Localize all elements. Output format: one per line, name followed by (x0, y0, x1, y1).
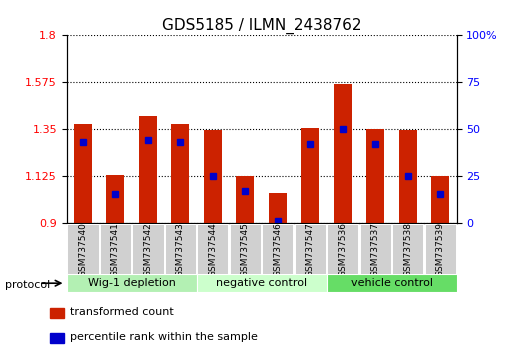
Bar (399, 130, 417, 223)
Text: percentile rank within the sample: percentile rank within the sample (70, 332, 258, 342)
Bar (50, 308, 64, 318)
Bar (366, 129, 384, 223)
Bar (269, 193, 287, 223)
Text: negative control: negative control (216, 278, 307, 288)
Bar (302, 128, 319, 223)
FancyBboxPatch shape (198, 224, 228, 275)
Bar (236, 176, 254, 223)
FancyBboxPatch shape (132, 224, 164, 275)
Text: GSM737542: GSM737542 (144, 222, 152, 277)
FancyBboxPatch shape (100, 224, 131, 275)
Text: GSM737541: GSM737541 (111, 222, 120, 277)
FancyBboxPatch shape (262, 224, 293, 275)
Text: GSM737543: GSM737543 (176, 222, 185, 277)
Bar (204, 130, 222, 223)
Text: Wig-1 depletion: Wig-1 depletion (88, 278, 175, 288)
FancyBboxPatch shape (425, 224, 456, 275)
Bar (431, 176, 449, 223)
FancyBboxPatch shape (295, 224, 326, 275)
Bar (50, 333, 64, 343)
FancyBboxPatch shape (360, 224, 391, 275)
FancyBboxPatch shape (196, 274, 327, 292)
Text: GSM737545: GSM737545 (241, 222, 250, 277)
FancyBboxPatch shape (327, 224, 359, 275)
FancyBboxPatch shape (67, 274, 196, 292)
Text: GSM737544: GSM737544 (208, 222, 218, 277)
FancyBboxPatch shape (327, 274, 457, 292)
FancyBboxPatch shape (165, 224, 196, 275)
Bar (74, 124, 92, 223)
Text: vehicle control: vehicle control (350, 278, 432, 288)
Title: GDS5185 / ILMN_2438762: GDS5185 / ILMN_2438762 (162, 18, 361, 34)
FancyBboxPatch shape (67, 224, 98, 275)
Text: GSM737538: GSM737538 (403, 222, 412, 277)
Text: GSM737546: GSM737546 (273, 222, 282, 277)
Text: protocol: protocol (5, 280, 50, 290)
Text: GSM737547: GSM737547 (306, 222, 315, 277)
Text: GSM737536: GSM737536 (339, 222, 347, 277)
Text: GSM737537: GSM737537 (371, 222, 380, 277)
Text: GSM737539: GSM737539 (436, 222, 445, 277)
FancyBboxPatch shape (392, 224, 423, 275)
Bar (171, 124, 189, 223)
Text: transformed count: transformed count (70, 307, 174, 317)
Text: GSM737540: GSM737540 (78, 222, 87, 277)
FancyBboxPatch shape (230, 224, 261, 275)
Bar (334, 84, 352, 223)
Bar (139, 116, 157, 223)
Bar (107, 175, 124, 223)
